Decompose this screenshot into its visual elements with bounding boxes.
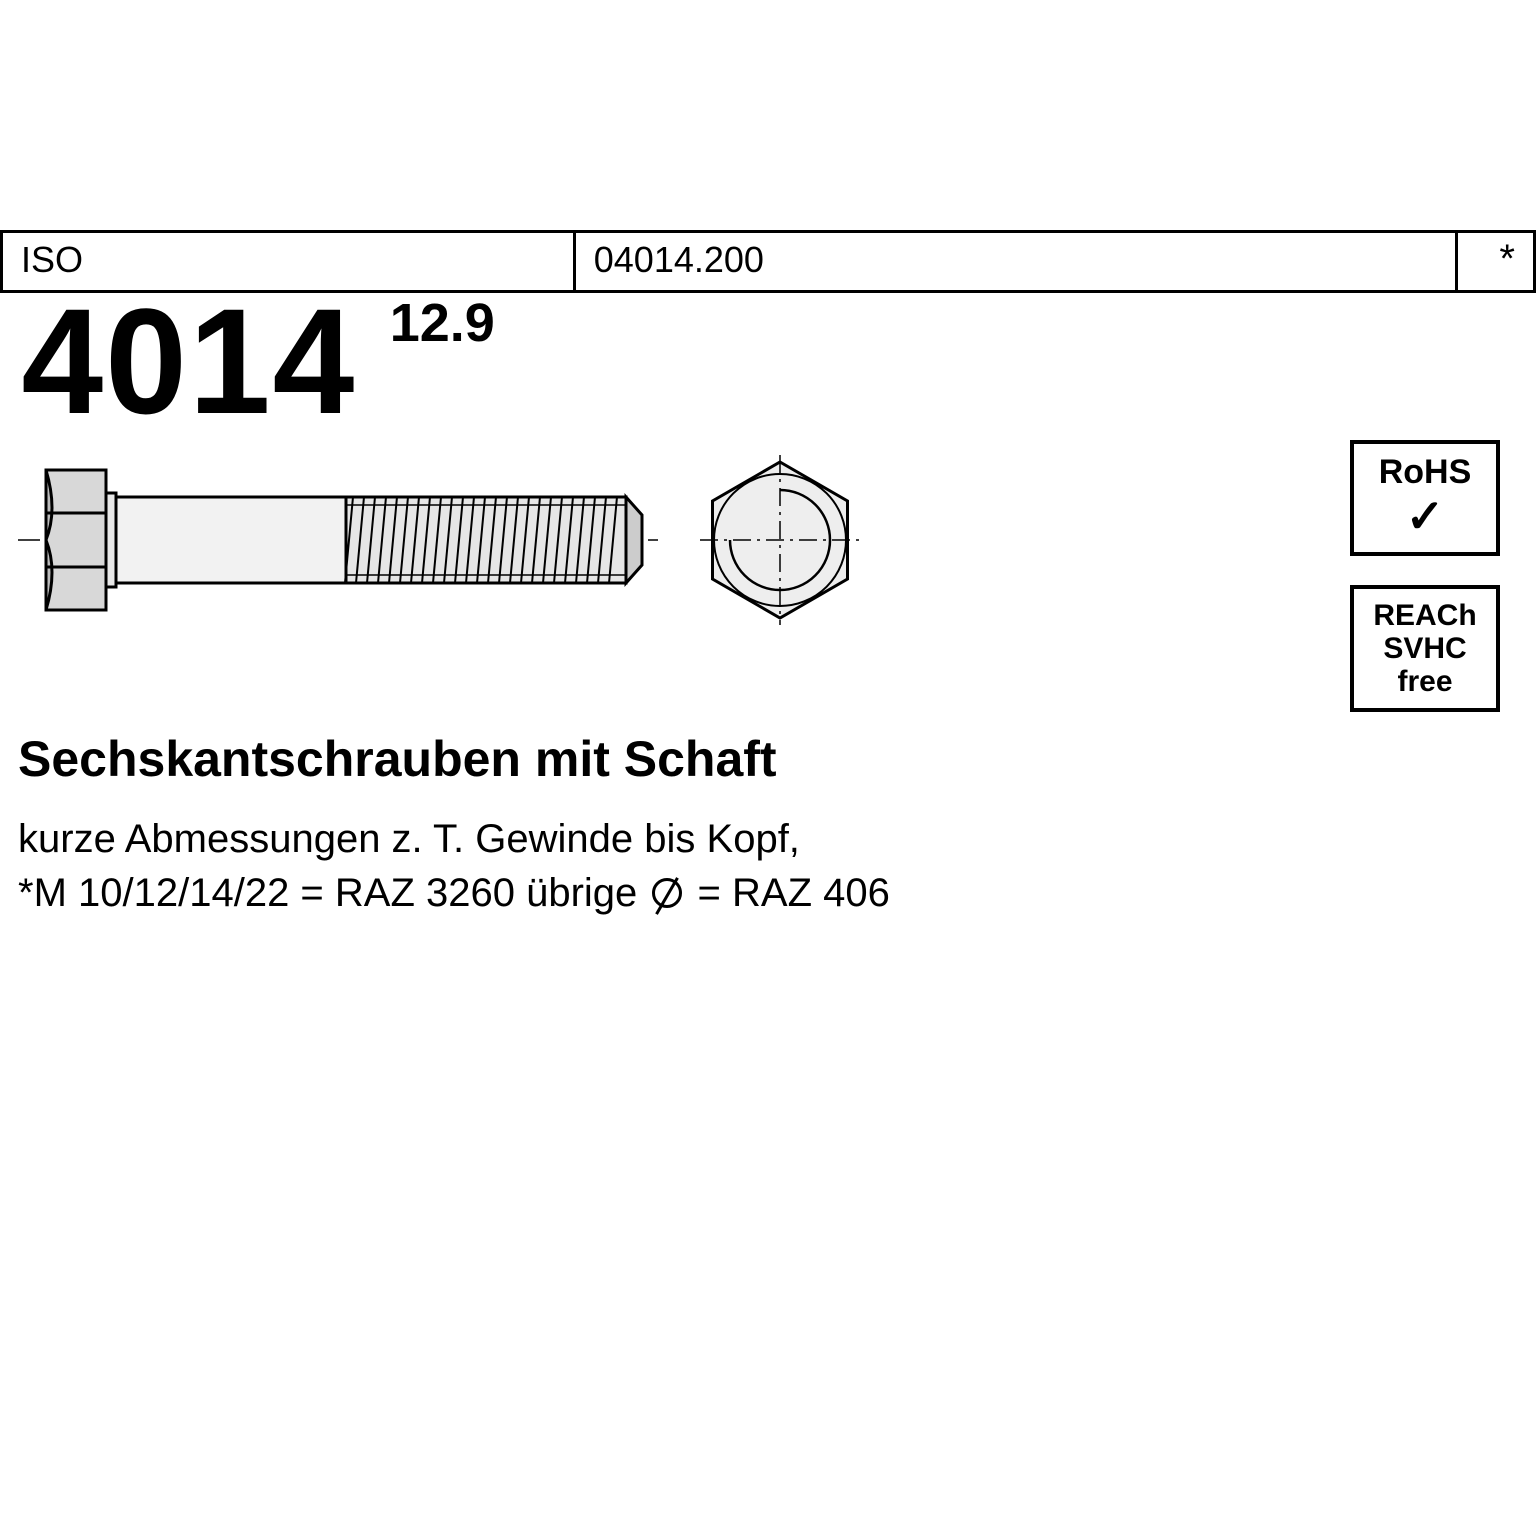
title-row: 4014 12.9 bbox=[0, 286, 1536, 436]
header-cell-star: * bbox=[1456, 232, 1534, 292]
reach-line1: REACh bbox=[1358, 599, 1492, 632]
bolt-hex-front-drawing bbox=[700, 455, 860, 625]
description-block: Sechskantschrauben mit Schaft kurze Abme… bbox=[18, 730, 1518, 920]
diameter-icon bbox=[652, 878, 682, 908]
check-icon: ✓ bbox=[1358, 491, 1492, 542]
header-cell-code: 04014.200 bbox=[574, 232, 1456, 292]
note-line1: kurze Abmessungen z. T. Gewinde bis Kopf… bbox=[18, 817, 800, 861]
product-notes: kurze Abmessungen z. T. Gewinde bis Kopf… bbox=[18, 812, 1518, 920]
note-line2a: *M 10/12/14/22 = RAZ 3260 übrige bbox=[18, 871, 648, 915]
standard-number: 4014 bbox=[21, 286, 356, 436]
note-line2b: = RAZ 406 bbox=[686, 871, 889, 915]
rohs-badge: RoHS ✓ bbox=[1350, 440, 1500, 556]
rohs-label: RoHS bbox=[1358, 454, 1492, 491]
strength-grade: 12.9 bbox=[390, 292, 495, 354]
reach-line2: SVHC bbox=[1358, 632, 1492, 665]
product-title: Sechskantschrauben mit Schaft bbox=[18, 730, 1518, 788]
reach-line3: free bbox=[1358, 665, 1492, 698]
reach-badge: REACh SVHC free bbox=[1350, 585, 1500, 712]
bolt-side-drawing bbox=[18, 455, 658, 625]
